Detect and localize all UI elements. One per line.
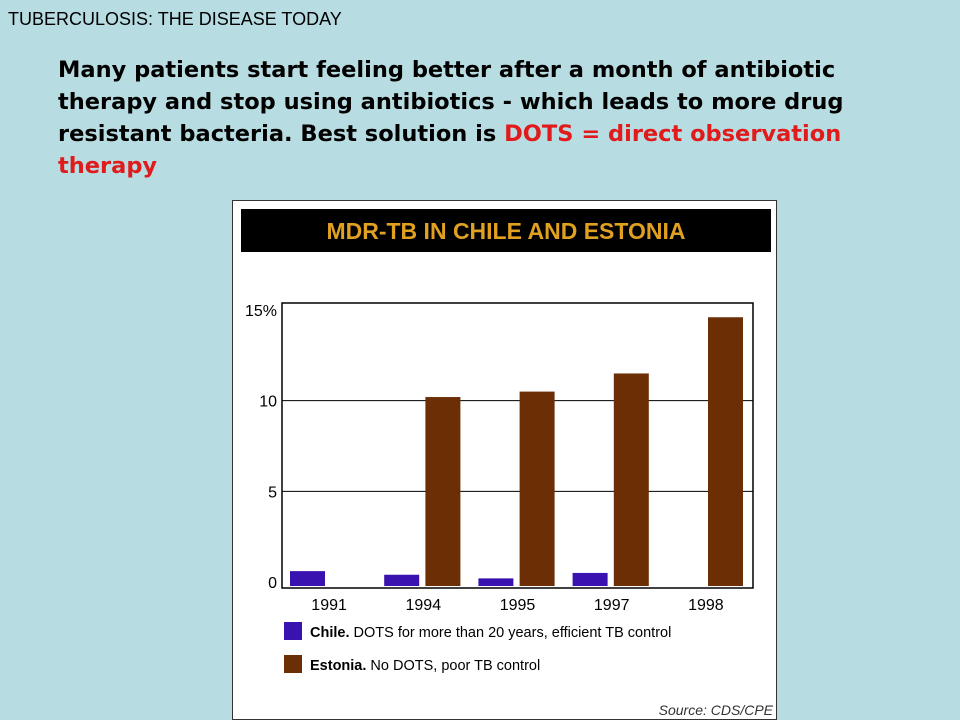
bar-chile-1991 (290, 571, 325, 586)
x-tick-label: 1995 (500, 597, 536, 614)
chart-source: Source: CDS/CPE (659, 702, 774, 718)
legend-label-estonia-rest: No DOTS, poor TB control (366, 658, 540, 674)
x-tick-label: 1994 (406, 597, 442, 614)
bar-estonia-1997 (613, 373, 649, 586)
chart-border (232, 200, 777, 720)
mdr-tb-chart: MDR-TB IN CHILE AND ESTONIA 0 5 10 15% 1991… (232, 200, 777, 720)
chart-title-bar (241, 209, 771, 252)
plot-frame (281, 302, 754, 589)
bar-estonia-1995 (519, 391, 555, 586)
x-tick-label: 1991 (311, 597, 347, 614)
legend-swatch-estonia (284, 655, 302, 673)
y-tick-label: 10 (259, 394, 277, 411)
legend-label-chile-rest: DOTS for more than 20 years, efficient T… (349, 625, 671, 641)
bar-chile-1997 (572, 572, 608, 586)
dots-highlight: DOTS = direct observation therapy (58, 121, 842, 179)
x-tick-label: 1998 (688, 597, 724, 614)
legend-label-chile: Chile. DOTS for more than 20 years, effi… (310, 625, 671, 641)
y-tick-label: 5 (268, 484, 277, 501)
bar-estonia-1994 (425, 397, 461, 586)
y-tick-label: 15% (245, 303, 277, 320)
bar-chile-1995 (478, 578, 514, 586)
legend-swatch-chile (284, 622, 302, 640)
bar-estonia-1998 (708, 317, 743, 586)
chart-title: MDR-TB IN CHILE AND ESTONIA (326, 218, 685, 244)
legend-label-chile-bold: Chile. (310, 625, 349, 641)
legend-label-estonia-bold: Estonia. (310, 658, 366, 674)
x-tick-label: 1997 (594, 597, 630, 614)
chart-panel: MDR-TB IN CHILE AND ESTONIA 0 5 10 15% 1991… (232, 200, 777, 720)
bar-chile-1994 (384, 574, 420, 586)
y-tick-label: 0 (268, 575, 277, 592)
body-text: Many patients start feeling better after… (58, 57, 844, 147)
slide-header: TUBERCULOSIS: THE DISEASE TODAY (8, 9, 342, 29)
legend-label-estonia: Estonia. No DOTS, poor TB control (310, 658, 540, 674)
slide-body-text: Many patients start feeling better after… (58, 54, 938, 182)
